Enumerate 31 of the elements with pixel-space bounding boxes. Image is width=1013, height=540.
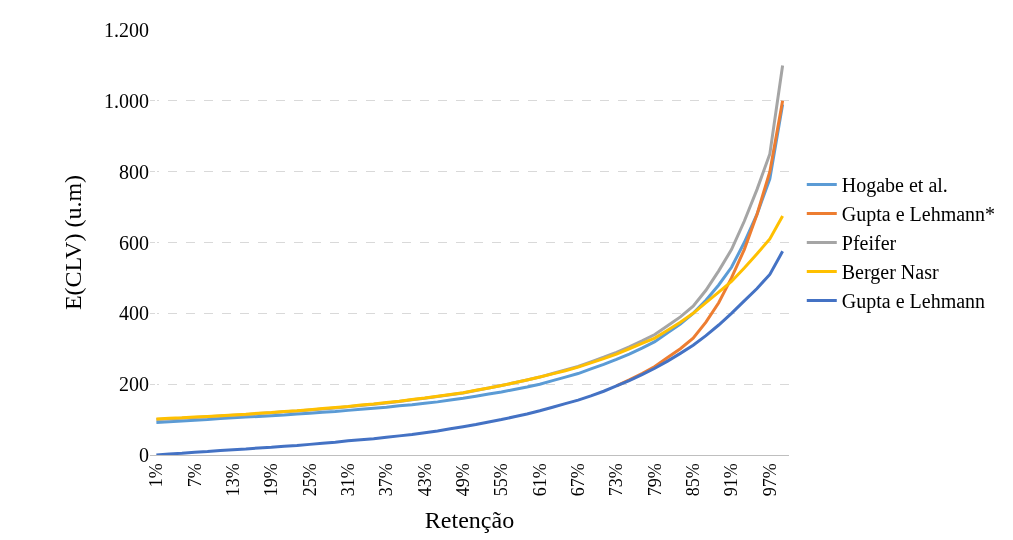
x-tick-label: 43% — [414, 463, 435, 497]
legend-label: Gupta e Lehmann — [841, 290, 986, 314]
x-tick-label: 19% — [261, 463, 282, 497]
x-tick-label: 13% — [222, 463, 243, 497]
x-tick-label: 55% — [491, 463, 512, 497]
x-tick-label: 85% — [683, 463, 703, 497]
y-tick-label: 1.000 — [104, 89, 149, 112]
y-tick-label: 600 — [119, 231, 149, 254]
y-tick-label: 200 — [119, 373, 149, 396]
legend-label: Gupta e Lehmann* — [841, 203, 996, 227]
x-tick-label: 1% — [146, 463, 167, 488]
x-tick-label: 61% — [529, 463, 550, 497]
y-tick-label: 400 — [119, 302, 149, 325]
x-tick-label: 37% — [376, 463, 397, 497]
x-tick-label: 97% — [759, 463, 780, 497]
y-axis-title: E(CLV) (u.m) — [60, 174, 87, 311]
legend-label: Berger Nasr — [841, 261, 939, 285]
legend-label: Hogabe et al. — [841, 174, 948, 198]
x-tick-label: 49% — [452, 463, 473, 497]
y-tick-label: 0 — [139, 444, 149, 466]
x-axis-title: Retenção — [424, 506, 515, 533]
x-tick-label: 73% — [606, 463, 627, 497]
x-tick-label: 79% — [644, 463, 665, 497]
x-tick-label: 7% — [184, 463, 205, 488]
y-tick-label: 1.200 — [104, 19, 149, 41]
x-tick-label: 31% — [337, 463, 358, 497]
x-tick-label: 25% — [299, 463, 320, 497]
legend-label: Pfeifer — [841, 232, 897, 255]
y-tick-label: 800 — [119, 160, 149, 183]
x-tick-label: 91% — [721, 463, 742, 497]
x-tick-label: 67% — [567, 463, 588, 497]
